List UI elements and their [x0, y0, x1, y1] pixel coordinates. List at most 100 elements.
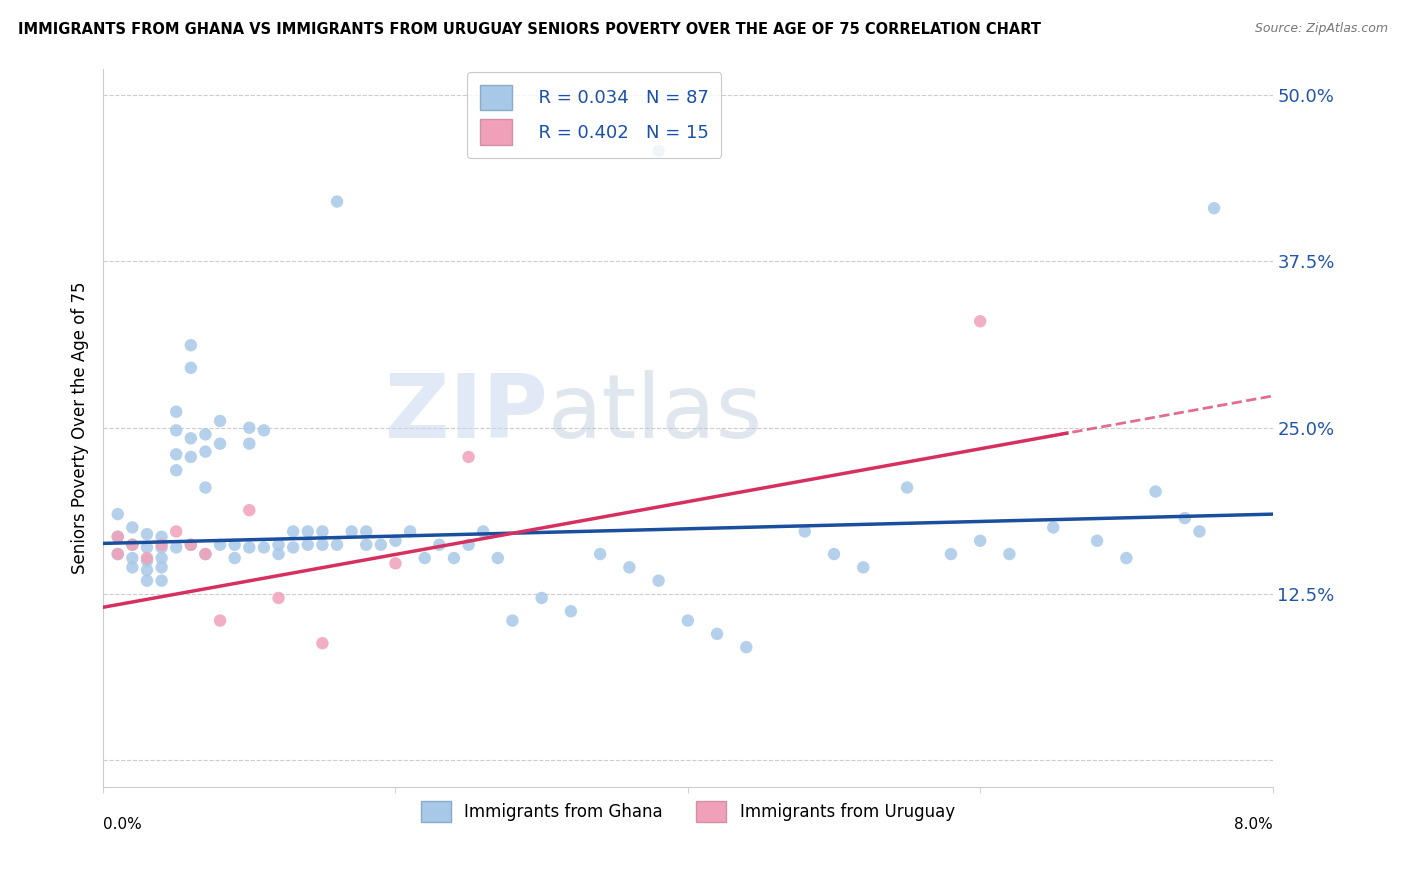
Point	[297, 524, 319, 539]
Point	[107, 530, 129, 544]
Point	[706, 627, 728, 641]
Point	[150, 541, 173, 555]
Point	[793, 524, 815, 539]
Point	[384, 533, 406, 548]
Point	[150, 574, 173, 588]
Point	[283, 524, 305, 539]
Point	[311, 636, 333, 650]
Point	[107, 530, 129, 544]
Point	[998, 547, 1021, 561]
Point	[121, 520, 143, 534]
Point	[253, 423, 276, 437]
Point	[150, 538, 173, 552]
Legend: Immigrants from Ghana, Immigrants from Uruguay: Immigrants from Ghana, Immigrants from U…	[415, 794, 962, 829]
Point	[165, 405, 187, 419]
Point	[443, 551, 465, 566]
Point	[121, 560, 143, 574]
Point	[180, 338, 202, 352]
Point	[735, 640, 758, 655]
Point	[823, 547, 845, 561]
Point	[224, 551, 246, 566]
Point	[676, 614, 699, 628]
Point	[180, 538, 202, 552]
Point	[457, 538, 479, 552]
Point	[354, 524, 377, 539]
Point	[253, 541, 276, 555]
Point	[1042, 520, 1064, 534]
Point	[194, 427, 217, 442]
Point	[180, 360, 202, 375]
Text: IMMIGRANTS FROM GHANA VS IMMIGRANTS FROM URUGUAY SENIORS POVERTY OVER THE AGE OF: IMMIGRANTS FROM GHANA VS IMMIGRANTS FROM…	[18, 22, 1042, 37]
Point	[326, 194, 349, 209]
Point	[297, 538, 319, 552]
Point	[194, 444, 217, 458]
Point	[1188, 524, 1211, 539]
Point	[457, 450, 479, 464]
Point	[107, 547, 129, 561]
Point	[530, 591, 553, 605]
Text: 8.0%: 8.0%	[1234, 817, 1272, 832]
Point	[165, 524, 187, 539]
Point	[180, 450, 202, 464]
Point	[619, 560, 641, 574]
Point	[165, 463, 187, 477]
Point	[136, 563, 159, 577]
Point	[647, 144, 669, 158]
Point	[267, 538, 290, 552]
Point	[136, 574, 159, 588]
Point	[107, 547, 129, 561]
Point	[180, 538, 202, 552]
Point	[1085, 533, 1108, 548]
Point	[150, 530, 173, 544]
Text: atlas: atlas	[547, 370, 762, 457]
Point	[238, 420, 260, 434]
Y-axis label: Seniors Poverty Over the Age of 75: Seniors Poverty Over the Age of 75	[72, 282, 89, 574]
Point	[370, 538, 392, 552]
Text: 0.0%: 0.0%	[103, 817, 142, 832]
Point	[209, 614, 232, 628]
Point	[238, 503, 260, 517]
Point	[589, 547, 612, 561]
Point	[165, 447, 187, 461]
Point	[354, 538, 377, 552]
Point	[136, 554, 159, 568]
Point	[399, 524, 422, 539]
Point	[472, 524, 495, 539]
Point	[311, 524, 333, 539]
Point	[413, 551, 436, 566]
Point	[267, 547, 290, 561]
Point	[647, 574, 669, 588]
Point	[136, 541, 159, 555]
Point	[283, 541, 305, 555]
Point	[150, 560, 173, 574]
Point	[340, 524, 363, 539]
Point	[194, 547, 217, 561]
Point	[165, 541, 187, 555]
Point	[311, 538, 333, 552]
Point	[486, 551, 509, 566]
Point	[384, 557, 406, 571]
Point	[180, 431, 202, 445]
Point	[267, 591, 290, 605]
Point	[238, 541, 260, 555]
Point	[209, 414, 232, 428]
Point	[238, 436, 260, 450]
Point	[501, 614, 523, 628]
Point	[150, 551, 173, 566]
Point	[107, 507, 129, 521]
Text: ZIP: ZIP	[385, 370, 547, 457]
Point	[121, 538, 143, 552]
Point	[165, 423, 187, 437]
Point	[121, 538, 143, 552]
Point	[1202, 201, 1225, 215]
Point	[194, 547, 217, 561]
Point	[560, 604, 582, 618]
Text: Source: ZipAtlas.com: Source: ZipAtlas.com	[1254, 22, 1388, 36]
Point	[1144, 484, 1167, 499]
Point	[969, 533, 991, 548]
Point	[224, 538, 246, 552]
Point	[939, 547, 962, 561]
Point	[194, 481, 217, 495]
Point	[121, 551, 143, 566]
Point	[969, 314, 991, 328]
